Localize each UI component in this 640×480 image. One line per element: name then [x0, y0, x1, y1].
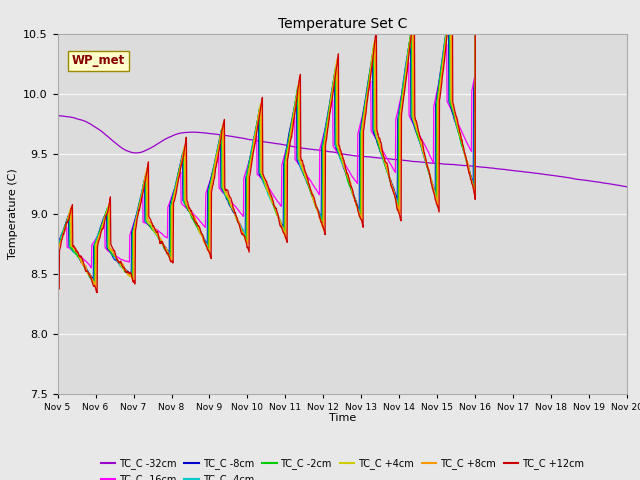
TC_C -32cm [623, 184, 631, 190]
TC_C -16cm [98, 225, 106, 231]
TC_C -32cm [317, 147, 325, 153]
TC_C -32cm [54, 112, 61, 118]
TC_C +8cm [296, 154, 303, 160]
TC_C -16cm [88, 265, 95, 271]
Legend: TC_C -32cm, TC_C -16cm, TC_C -8cm, TC_C -4cm, TC_C -2cm, TC_C +4cm, TC_C +8cm, T: TC_C -32cm, TC_C -16cm, TC_C -8cm, TC_C … [97, 454, 588, 480]
TC_C -16cm [296, 162, 303, 168]
TC_C +12cm [378, 146, 386, 152]
TC_C +8cm [308, 188, 316, 193]
TC_C -2cm [98, 222, 106, 228]
TC_C +12cm [308, 190, 316, 195]
TC_C -32cm [307, 146, 315, 152]
TC_C -8cm [90, 277, 97, 283]
TC_C -32cm [121, 147, 129, 153]
TC_C -16cm [308, 179, 316, 185]
TC_C -4cm [122, 266, 129, 272]
Line: TC_C -4cm: TC_C -4cm [58, 0, 627, 283]
TC_C +12cm [296, 74, 303, 80]
Line: TC_C -8cm: TC_C -8cm [58, 0, 627, 280]
TC_C +4cm [318, 218, 326, 224]
TC_C -8cm [296, 163, 303, 168]
TC_C -2cm [122, 269, 129, 275]
TC_C -4cm [296, 162, 303, 168]
TC_C -8cm [308, 191, 316, 196]
TC_C -2cm [296, 158, 303, 164]
TC_C -2cm [308, 192, 316, 198]
TC_C +12cm [98, 227, 106, 232]
TC_C +8cm [318, 221, 326, 227]
TC_C -2cm [318, 218, 326, 224]
TC_C +8cm [92, 286, 100, 292]
TC_C +4cm [296, 157, 303, 163]
TC_C +8cm [98, 226, 106, 231]
TC_C +4cm [122, 268, 129, 274]
TC_C -8cm [318, 145, 326, 151]
TC_C +8cm [122, 267, 129, 273]
TC_C -2cm [54, 245, 61, 251]
TC_C +12cm [54, 283, 61, 289]
TC_C -4cm [318, 217, 326, 223]
TC_C -16cm [122, 258, 129, 264]
Y-axis label: Temperature (C): Temperature (C) [8, 168, 18, 259]
TC_C +12cm [318, 219, 326, 225]
TC_C -32cm [378, 156, 385, 161]
TC_C -32cm [296, 145, 303, 151]
TC_C -32cm [98, 129, 106, 134]
Line: TC_C -2cm: TC_C -2cm [58, 0, 627, 284]
Line: TC_C +8cm: TC_C +8cm [58, 0, 627, 289]
TC_C +4cm [308, 191, 316, 197]
TC_C -4cm [98, 221, 106, 227]
Line: TC_C -32cm: TC_C -32cm [58, 115, 627, 187]
TC_C -2cm [91, 281, 99, 287]
TC_C +8cm [54, 281, 61, 287]
Line: TC_C -16cm: TC_C -16cm [58, 0, 627, 268]
TC_C -4cm [308, 190, 316, 196]
TC_C +4cm [92, 282, 99, 288]
TC_C +12cm [93, 290, 101, 296]
Line: TC_C +12cm: TC_C +12cm [58, 0, 627, 293]
Text: WP_met: WP_met [72, 54, 125, 67]
TC_C -4cm [378, 155, 386, 160]
Line: TC_C +4cm: TC_C +4cm [58, 0, 627, 285]
TC_C -8cm [122, 266, 129, 272]
TC_C +4cm [54, 247, 61, 252]
TC_C +12cm [122, 268, 129, 274]
TC_C -8cm [54, 242, 61, 248]
TC_C +8cm [378, 149, 386, 155]
Title: Temperature Set C: Temperature Set C [278, 17, 407, 31]
TC_C -16cm [378, 146, 386, 152]
TC_C -4cm [90, 280, 98, 286]
TC_C -2cm [378, 153, 386, 159]
TC_C -8cm [98, 219, 106, 225]
TC_C -8cm [378, 153, 386, 159]
TC_C -16cm [54, 240, 61, 246]
TC_C -16cm [318, 139, 326, 145]
TC_C +4cm [378, 152, 386, 157]
TC_C -4cm [54, 245, 61, 251]
X-axis label: Time: Time [329, 413, 356, 423]
TC_C +4cm [98, 223, 106, 229]
